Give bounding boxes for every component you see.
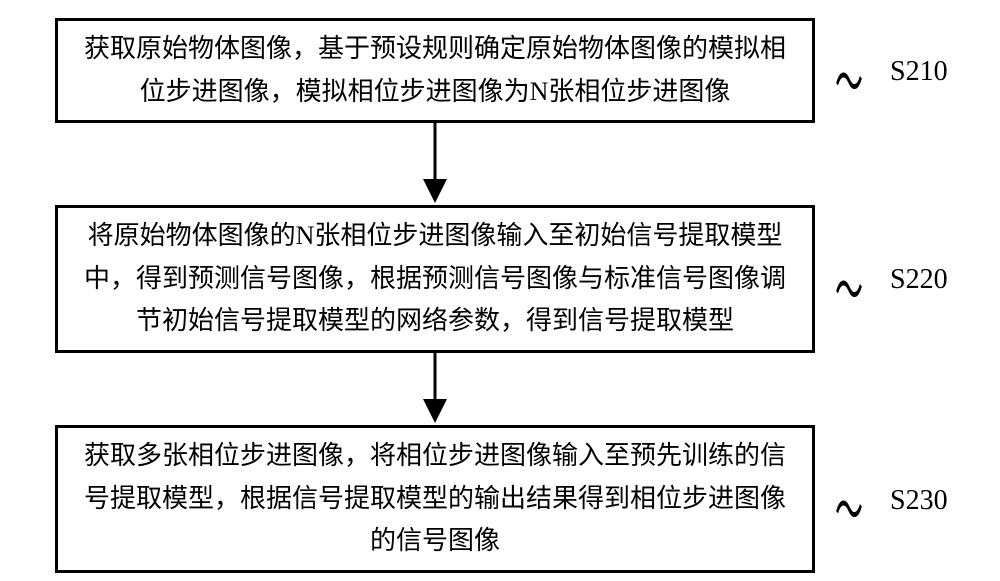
brace-icon: 〜 <box>835 244 863 332</box>
flow-node-text: 获取多张相位步进图像，将相位步进图像输入至预先训练的信号提取模型，根据信号提取模… <box>78 435 792 564</box>
flow-node-s230: 获取多张相位步进图像，将相位步进图像输入至预先训练的信号提取模型，根据信号提取模… <box>55 425 815 573</box>
flow-node-text: 获取原始物体图像，基于预设规则确定原始物体图像的模拟相位步进图像，模拟相位步进图… <box>78 28 792 114</box>
flow-node-s210: 获取原始物体图像，基于预设规则确定原始物体图像的模拟相位步进图像，模拟相位步进图… <box>55 18 815 123</box>
brace-icon: 〜 <box>835 36 863 124</box>
flow-label-s230: S230 <box>890 485 948 517</box>
flow-label-s210: S210 <box>890 56 948 88</box>
flowchart-canvas: 获取原始物体图像，基于预设规则确定原始物体图像的模拟相位步进图像，模拟相位步进图… <box>0 0 1000 581</box>
flow-node-s220: 将原始物体图像的N张相位步进图像输入至初始信号提取模型中，得到预测信号图像，根据… <box>55 205 815 353</box>
brace-icon: 〜 <box>835 464 863 552</box>
flow-node-text: 将原始物体图像的N张相位步进图像输入至初始信号提取模型中，得到预测信号图像，根据… <box>78 215 792 344</box>
flow-label-s220: S220 <box>890 264 948 296</box>
